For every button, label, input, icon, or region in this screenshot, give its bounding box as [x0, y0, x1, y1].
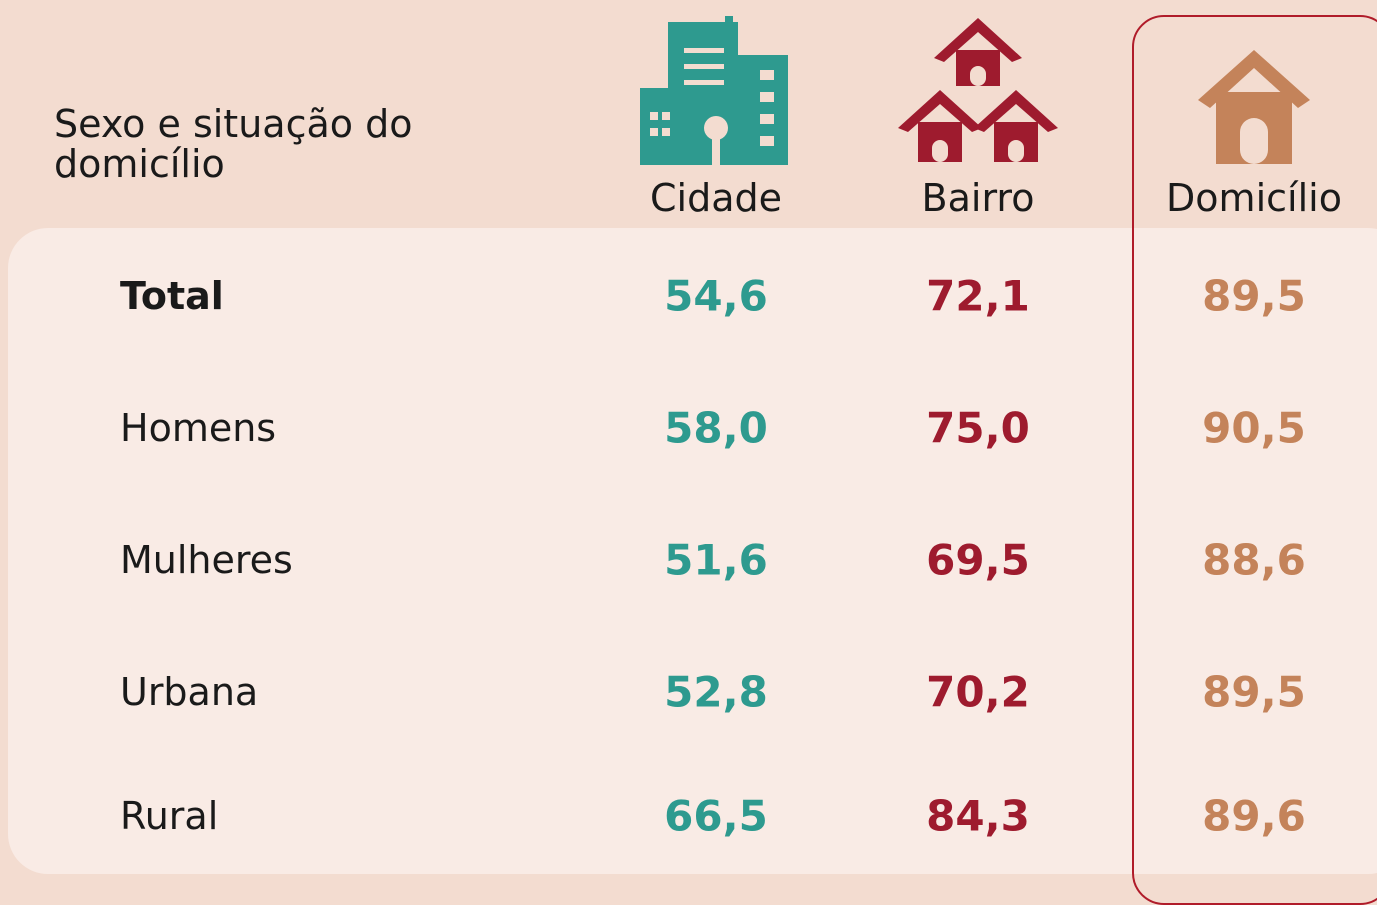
cell-value: 66,5	[664, 791, 768, 841]
home-icon	[1198, 50, 1310, 164]
row-label: Homens	[120, 406, 277, 450]
column-header: Domicílio	[1166, 176, 1342, 220]
table-panel	[8, 228, 1377, 874]
row-label: Rural	[120, 794, 219, 838]
row-label: Mulheres	[120, 538, 293, 582]
cell-value: 70,2	[926, 667, 1030, 717]
cell-value: 54,6	[664, 271, 768, 321]
cell-value: 51,6	[664, 535, 768, 585]
cell-value: 75,0	[926, 403, 1030, 453]
cell-value: 89,5	[1202, 667, 1306, 717]
cell-value: 52,8	[664, 667, 768, 717]
neighborhood-icon	[898, 18, 1058, 162]
cell-value: 72,1	[926, 271, 1030, 321]
column-header: Cidade	[650, 176, 782, 220]
cell-value: 89,5	[1202, 271, 1306, 321]
page: Sexo e situação do domicílio Cidade Bairr…	[8, 15, 1377, 905]
cell-value: 69,5	[926, 535, 1030, 585]
row-label: Total	[120, 274, 224, 318]
cell-value: 84,3	[926, 791, 1030, 841]
cell-value: 90,5	[1202, 403, 1306, 453]
cell-value: 58,0	[664, 403, 768, 453]
column-header: Bairro	[921, 176, 1035, 220]
cell-value: 88,6	[1202, 535, 1306, 585]
row-label: Urbana	[120, 670, 259, 714]
cell-value: 89,6	[1202, 791, 1306, 841]
icons	[640, 16, 1310, 165]
city-icon	[640, 16, 788, 165]
row-header-title: Sexo e situação do domicílio	[54, 102, 413, 186]
